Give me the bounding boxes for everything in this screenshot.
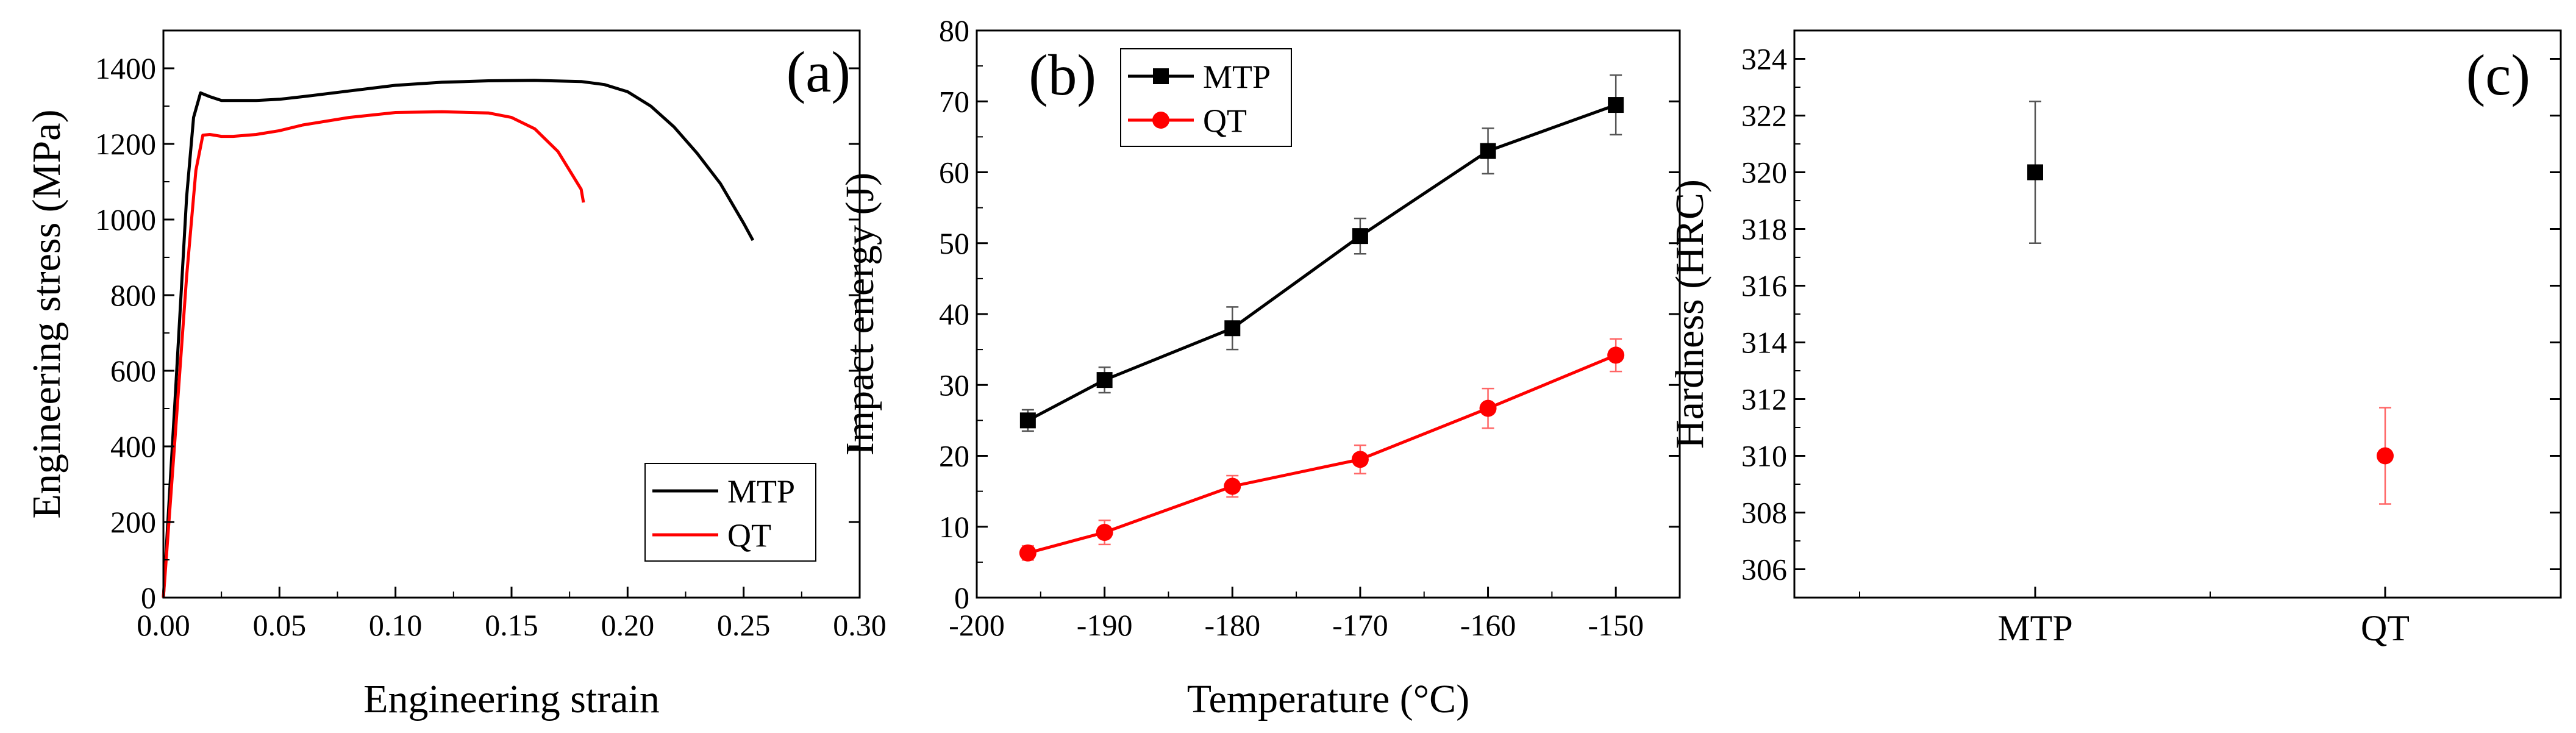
panel-b-mtp-marker-5: [1608, 97, 1624, 113]
panel-c-qt-marker: [2377, 447, 2394, 465]
panel-c-x-category-mtp: MTP: [1997, 608, 2072, 648]
panel-b-y-tick-label-5: 50: [939, 226, 969, 260]
panel-a-legend: MTP QT: [644, 463, 816, 562]
panel-b-x-axis-title: Temperature (°C): [1187, 677, 1469, 721]
panel-b-legend-label-mtp: MTP: [1203, 59, 1271, 95]
panel-c-frame: [1793, 29, 2562, 599]
panel-c-y-tick-label-7: 320: [1741, 156, 1787, 190]
panel-b-legend-box: [1120, 48, 1292, 147]
panel-a-y-tick-label-2: 400: [110, 429, 156, 463]
panel-c-x-category-qt: QT: [2361, 608, 2410, 648]
panel-b-mtp-marker-1: [1096, 372, 1113, 388]
panel-b-series-group: [1019, 74, 1625, 562]
panel-c-mtp-marker: [2027, 164, 2043, 181]
panel-a-series-group: [162, 79, 755, 598]
panel-b-mtp-marker-0: [1019, 412, 1036, 429]
panel-b-x-tick-label-4: -160: [1460, 608, 1516, 642]
panel-b-legend-label-qt: QT: [1203, 102, 1247, 139]
panel-a-y-tick-label-1: 200: [110, 505, 156, 539]
panel-b-qt-marker-0: [1019, 544, 1036, 562]
panel-b-y-tick-label-3: 30: [939, 368, 969, 402]
panel-b-label: (b): [1029, 43, 1096, 107]
panel-b-x-tick-label-1: -190: [1077, 608, 1133, 642]
panel-b-y-axis-title: Impact energy (J): [838, 173, 882, 456]
panel-b-ticks: 0 10 20 30 40 50 60 70 80 -200 -190 -180 -170 -160 -15…: [939, 13, 1680, 642]
panel-b-mtp-marker-2: [1224, 320, 1241, 337]
panel-c-y-tick-label-2: 310: [1741, 439, 1787, 473]
panel-b-qt-marker-3: [1351, 451, 1369, 468]
panel-a-ticks: 0 200 400 600 800 1000 1200 1400 0.00 0.05 0.10 0.1…: [95, 30, 887, 642]
panel-c-y-tick-label-4: 314: [1741, 326, 1787, 360]
panel-a-x-tick-label-1: 0.05: [253, 608, 307, 642]
panel-b-legend-marker-qt: [1152, 112, 1169, 129]
panel-a-label: (a): [787, 40, 851, 104]
panel-c-series-group: [2027, 101, 2394, 505]
panel-b-y-tick-label-4: 40: [939, 297, 969, 331]
panel-c-y-axis-title: Hardness (HRC): [1668, 179, 1712, 449]
panel-b-qt-marker-2: [1224, 477, 1241, 495]
panel-b-y-tick-label-1: 10: [939, 510, 969, 544]
panel-a-frame: [162, 29, 861, 599]
panel-a-y-tick-label-6: 1200: [95, 127, 156, 161]
panel-b-x-tick-label-2: -180: [1204, 608, 1260, 642]
panel-a-x-tick-label-0: 0.00: [137, 608, 190, 642]
panel-c-y-tick-label-0: 306: [1741, 552, 1787, 587]
panel-c-y-tick-label-8: 322: [1741, 99, 1787, 133]
panel-b-y-tick-label-6: 60: [939, 156, 969, 190]
panel-b-x-tick-label-0: -200: [949, 608, 1005, 642]
panel-a-line-qt: [162, 110, 585, 598]
panel-b-mtp-marker-4: [1480, 143, 1496, 159]
panel-a-legend-label-mtp: MTP: [727, 473, 795, 510]
panel-c-label: (c): [2466, 43, 2530, 107]
panel-b-y-tick-label-7: 70: [939, 84, 969, 118]
panel-a-line-mtp: [162, 79, 755, 598]
panel-b-legend: MTP QT: [1120, 48, 1292, 147]
panel-a-y-tick-label-5: 1000: [95, 202, 156, 237]
panel-a-legend-label-qt: QT: [727, 517, 771, 554]
panel-a-stress-strain: 0 200 400 600 800 1000 1200 1400 0.00 0.05 0.10 0.1…: [24, 29, 887, 721]
panel-b-qt-marker-4: [1479, 399, 1497, 417]
panel-c-y-tick-label-1: 308: [1741, 496, 1787, 530]
panel-a-y-tick-label-3: 600: [110, 354, 156, 388]
panel-a-y-tick-label-0: 0: [141, 581, 156, 615]
panel-b-y-tick-label-8: 80: [939, 13, 969, 48]
panel-b-qt-line: [1027, 354, 1617, 555]
panel-b-x-tick-label-3: -170: [1332, 608, 1388, 642]
panel-a-x-tick-label-2: 0.10: [369, 608, 423, 642]
panel-b-frame: [976, 29, 1681, 599]
panel-b-qt-marker-1: [1096, 524, 1113, 542]
panel-b-y-tick-label-2: 20: [939, 439, 969, 473]
panel-b-mtp-marker-3: [1352, 228, 1368, 245]
panel-c-y-tick-label-9: 324: [1741, 42, 1787, 76]
panel-c-y-tick-label-6: 318: [1741, 212, 1787, 246]
panel-b-y-tick-label-0: 0: [954, 581, 969, 615]
panel-b-x-tick-label-5: -150: [1588, 608, 1644, 642]
panel-b-mtp-line: [1027, 103, 1617, 422]
panel-a-x-axis-title: Engineering strain: [363, 677, 660, 721]
panel-a-y-tick-label-7: 1400: [95, 51, 156, 85]
panel-c-y-tick-label-5: 316: [1741, 269, 1787, 303]
panel-b-impact-energy: 0 10 20 30 40 50 60 70 80 -200 -190 -180 -170 -160 -15…: [838, 13, 1681, 721]
panel-b-legend-marker-mtp: [1153, 68, 1169, 84]
panel-c-y-tick-label-3: 312: [1741, 382, 1787, 417]
panel-b-qt-marker-5: [1607, 346, 1625, 364]
panel-a-x-tick-label-3: 0.15: [485, 608, 538, 642]
panel-c-ticks: 306 308 310 312 314 316 318 320 322 324 MTP QT: [1741, 30, 2561, 648]
panel-a-x-tick-label-5: 0.25: [717, 608, 771, 642]
panel-a-y-axis-title: Engineering stress (MPa): [24, 110, 69, 519]
panel-a-x-tick-label-6: 0.30: [833, 608, 887, 642]
panel-a-y-tick-label-4: 800: [110, 278, 156, 312]
panel-a-legend-box: [644, 463, 816, 562]
panel-a-x-tick-label-4: 0.20: [601, 608, 655, 642]
